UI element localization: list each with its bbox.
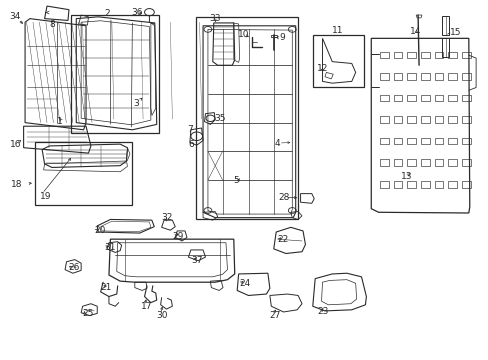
Bar [434,159,443,166]
Bar [379,95,388,101]
Text: 33: 33 [209,14,221,23]
Text: 35: 35 [214,114,225,123]
Bar [407,73,415,80]
Bar [434,73,443,80]
Bar [447,73,456,80]
Text: 11: 11 [331,26,343,35]
Text: 10: 10 [238,30,249,39]
Bar [461,51,470,58]
Bar [312,35,363,87]
Text: 22: 22 [277,235,288,244]
Bar [407,181,415,188]
Bar [420,116,429,123]
Text: 4: 4 [274,139,280,148]
Bar [393,138,402,144]
Text: 36: 36 [131,8,142,17]
Text: 32: 32 [161,213,173,222]
Text: 13: 13 [400,172,411,181]
Bar [461,95,470,101]
Bar [379,116,388,123]
Text: 16: 16 [9,140,21,149]
Bar [447,159,456,166]
Text: 30: 30 [157,311,168,320]
Bar [461,181,470,188]
Bar [393,116,402,123]
Bar [434,181,443,188]
Text: 14: 14 [409,27,421,36]
Text: 37: 37 [190,256,202,265]
Bar [461,73,470,80]
Bar [379,73,388,80]
Bar [461,116,470,123]
Text: 26: 26 [68,263,79,272]
Bar [379,181,388,188]
Bar [420,73,429,80]
Text: 31: 31 [104,243,116,252]
Bar [447,95,456,101]
Text: 1: 1 [57,117,63,126]
Text: 24: 24 [239,279,250,288]
Text: 8: 8 [49,19,55,28]
Bar [407,159,415,166]
Text: 15: 15 [449,28,461,37]
Bar [407,138,415,144]
Text: 34: 34 [9,12,21,21]
Text: 3: 3 [133,99,139,108]
Bar [393,51,402,58]
Bar [393,73,402,80]
Bar [393,181,402,188]
Text: 6: 6 [187,140,193,149]
Bar [420,138,429,144]
Bar [434,95,443,101]
Text: 19: 19 [40,192,51,201]
Bar [393,95,402,101]
Bar [420,159,429,166]
Bar [420,95,429,101]
Text: 21: 21 [101,283,112,292]
Text: 2: 2 [104,9,110,18]
Text: 5: 5 [232,176,238,185]
Text: 17: 17 [141,302,152,311]
Text: 29: 29 [172,232,183,241]
Bar [379,138,388,144]
Bar [407,51,415,58]
Bar [447,138,456,144]
Bar [447,51,456,58]
Text: 27: 27 [268,311,280,320]
Text: 20: 20 [95,226,106,235]
Text: 23: 23 [317,307,328,316]
Bar [420,181,429,188]
Bar [434,138,443,144]
Bar [447,181,456,188]
Text: 28: 28 [278,193,289,202]
Bar [447,116,456,123]
Text: 18: 18 [11,180,23,189]
Bar [379,159,388,166]
Bar [71,15,159,134]
Text: 12: 12 [316,64,327,73]
Text: 9: 9 [279,33,285,42]
Bar [393,159,402,166]
Text: 7: 7 [186,125,192,134]
Bar [407,95,415,101]
Bar [420,51,429,58]
Bar [461,159,470,166]
Text: 25: 25 [82,309,94,318]
Bar [461,138,470,144]
Bar [407,116,415,123]
Bar [434,51,443,58]
Bar [195,17,298,220]
Bar [379,51,388,58]
Bar [434,116,443,123]
Bar [35,142,132,205]
